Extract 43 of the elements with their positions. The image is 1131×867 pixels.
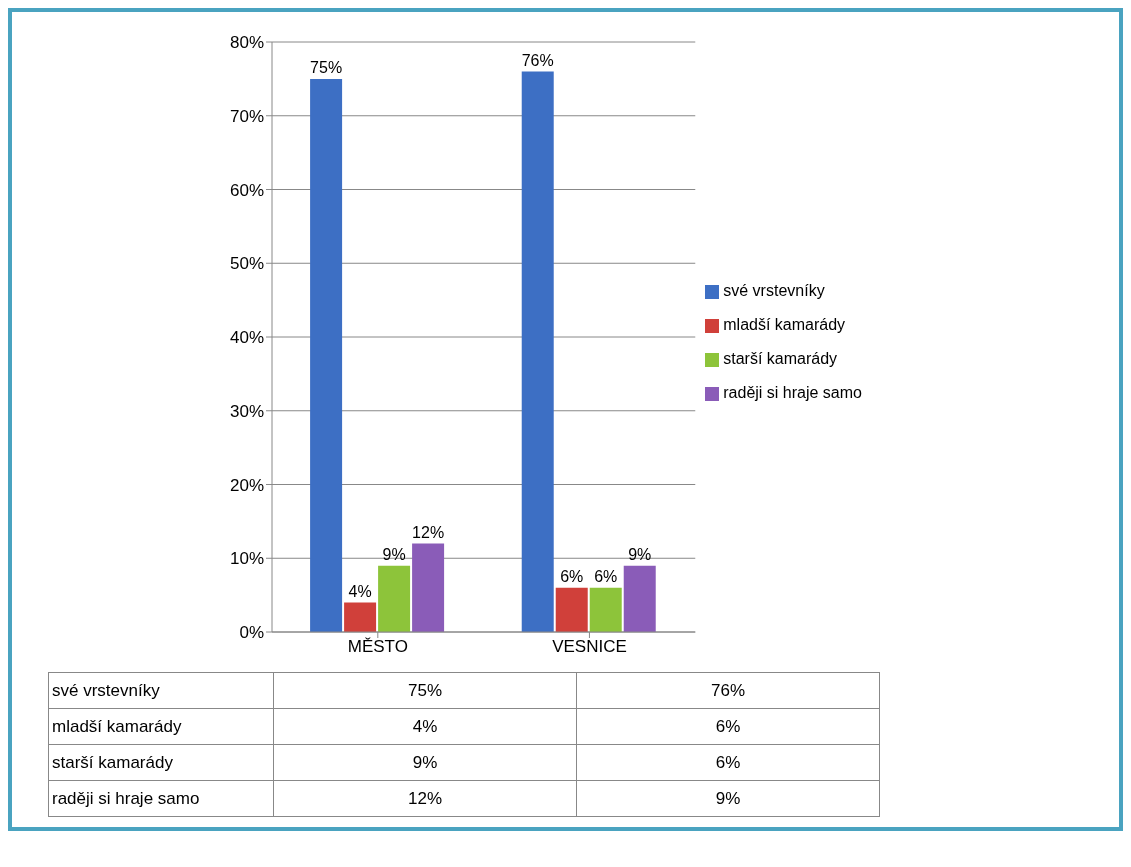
text: 75% <box>407 680 443 700</box>
legend-label: své vrstevníky <box>723 282 825 299</box>
y-tick-label: 60% <box>229 180 264 200</box>
text: 76% <box>710 680 746 700</box>
data-label: 9% <box>628 545 652 563</box>
y-tick-label: 20% <box>229 475 264 495</box>
data-label: 6% <box>560 567 584 585</box>
y-tick-label: 30% <box>229 401 264 421</box>
text: 6% <box>715 752 741 772</box>
bar <box>310 78 343 632</box>
text: 4% <box>412 716 438 736</box>
y-tick-label: 10% <box>229 549 264 569</box>
data-label: 4% <box>348 582 372 600</box>
text: své vrstevníky <box>52 680 160 700</box>
bar <box>378 565 411 632</box>
y-tick-label: 70% <box>229 106 264 126</box>
bar <box>555 587 588 632</box>
y-tick-label: 0% <box>239 623 264 643</box>
data-label: 12% <box>412 523 445 541</box>
text: 9% <box>412 752 438 772</box>
y-tick-label: 40% <box>229 328 264 348</box>
data-label: 6% <box>594 567 618 585</box>
legend-label: raději si hraje samo <box>723 384 862 401</box>
bar <box>521 71 554 632</box>
data-label: 9% <box>382 545 406 563</box>
y-tick-label: 80% <box>229 33 264 53</box>
bar <box>344 602 377 632</box>
legend-label: starší kamarády <box>723 350 838 367</box>
x-tick-label: MĚSTO <box>347 637 408 657</box>
legend-label: mladší kamarády <box>723 316 846 333</box>
bar <box>623 565 656 632</box>
text: raději si hraje samo <box>52 788 200 808</box>
text: 6% <box>715 716 741 736</box>
bar <box>412 543 445 632</box>
data-label: 75% <box>310 58 343 76</box>
y-tick-label: 50% <box>229 254 264 274</box>
data-label: 76% <box>521 51 554 69</box>
text: 12% <box>407 788 443 808</box>
bar <box>589 587 622 632</box>
x-tick-label: VESNICE <box>552 637 627 657</box>
text: 9% <box>715 788 741 808</box>
text: mladší kamarády <box>52 716 182 736</box>
text: starší kamarády <box>52 752 173 772</box>
